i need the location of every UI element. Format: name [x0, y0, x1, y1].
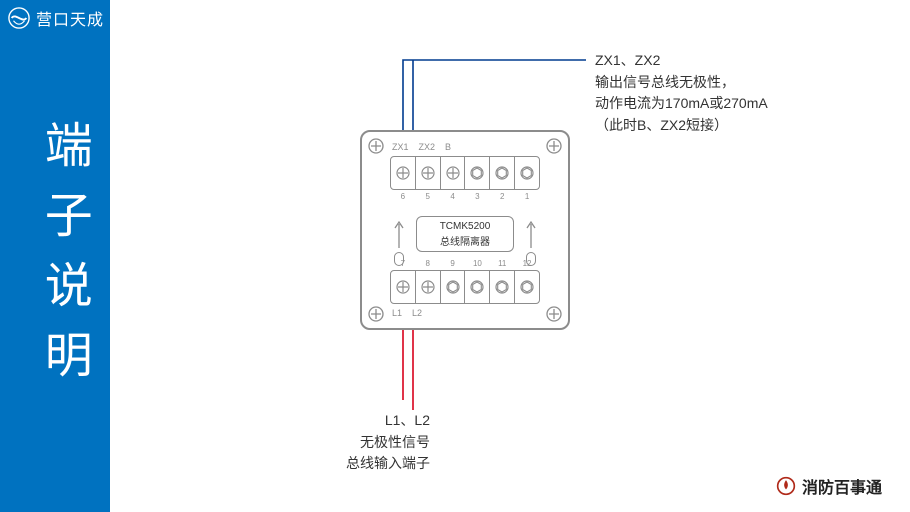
footer-brand-text: 消防百事通: [802, 474, 882, 498]
terminal-strip-bottom: 789101112: [390, 270, 540, 304]
device-subtitle: 总线隔离器: [440, 233, 490, 248]
terminal-cell: 12: [515, 271, 539, 303]
terminal-cell: 4: [441, 157, 466, 189]
terminal-number: 12: [523, 259, 532, 268]
terminal-number: 5: [426, 192, 430, 201]
annotation-zx: ZX1、ZX2 输出信号总线无极性， 动作电流为170mA或270mA （此时B…: [595, 50, 768, 137]
arrow-up-icon: [526, 218, 536, 248]
annot-line: 动作电流为170mA或270mA: [595, 93, 768, 115]
terminal-cell: 11: [490, 271, 515, 303]
logo-icon: [8, 7, 30, 29]
terminal-number: 2: [500, 192, 504, 201]
terminal-cell: 1: [515, 157, 539, 189]
annot-line: 总线输入端子: [310, 453, 430, 475]
terminal-cell: 2: [490, 157, 515, 189]
device-model: TCMK5200: [440, 221, 491, 232]
annotation-l: L1、L2 无极性信号 总线输入端子: [310, 410, 430, 475]
device: ZX1 ZX2 B 654321 TCMK5200 总线隔离器 78910111…: [360, 130, 570, 330]
brand-logo: 营口天成: [8, 6, 104, 30]
annot-line: L1、L2: [310, 410, 430, 432]
terminal-cell: 8: [416, 271, 441, 303]
footer-logo-icon: [776, 476, 796, 496]
page-title: 端子说明: [30, 120, 95, 400]
bottom-pin-labels: L1 L2: [392, 308, 538, 318]
corner-screw-icon: [546, 138, 562, 154]
terminal-number: 11: [498, 259, 506, 268]
footer-brand: 消防百事通: [776, 474, 882, 498]
annot-line: 输出信号总线无极性，: [595, 72, 768, 94]
terminal-cell: 3: [465, 157, 490, 189]
top-pin-labels: ZX1 ZX2 B: [392, 142, 538, 152]
terminal-number: 10: [473, 259, 482, 268]
terminal-number: 4: [450, 192, 454, 201]
pin-label: B: [445, 142, 451, 152]
terminal-cell: 6: [391, 157, 416, 189]
terminal-cell: 9: [441, 271, 466, 303]
corner-screw-icon: [368, 306, 384, 322]
terminal-cell: 10: [465, 271, 490, 303]
terminal-cell: 7: [391, 271, 416, 303]
terminal-number: 8: [426, 259, 430, 268]
corner-screw-icon: [368, 138, 384, 154]
terminal-number: 9: [450, 259, 454, 268]
terminal-number: 6: [401, 192, 405, 201]
brand-text: 营口天成: [36, 6, 104, 30]
pin-label: L1: [392, 308, 402, 318]
annot-line: ZX1、ZX2: [595, 50, 768, 72]
pin-label: ZX1: [392, 142, 409, 152]
arrow-up-icon: [394, 218, 404, 248]
corner-screw-icon: [546, 306, 562, 322]
terminal-strip-top: 654321: [390, 156, 540, 190]
terminal-number: 1: [525, 192, 529, 201]
diagram-area: ZX1 ZX2 B 654321 TCMK5200 总线隔离器 78910111…: [120, 0, 910, 512]
terminal-number: 7: [401, 259, 405, 268]
device-center-label: TCMK5200 总线隔离器: [416, 216, 514, 252]
terminal-cell: 5: [416, 157, 441, 189]
sidebar: 营口天成 端子说明: [0, 0, 120, 512]
pin-label: ZX2: [419, 142, 436, 152]
annot-line: （此时B、ZX2短接）: [595, 115, 768, 137]
terminal-number: 3: [475, 192, 479, 201]
annot-line: 无极性信号: [310, 432, 430, 454]
pin-label: L2: [412, 308, 422, 318]
